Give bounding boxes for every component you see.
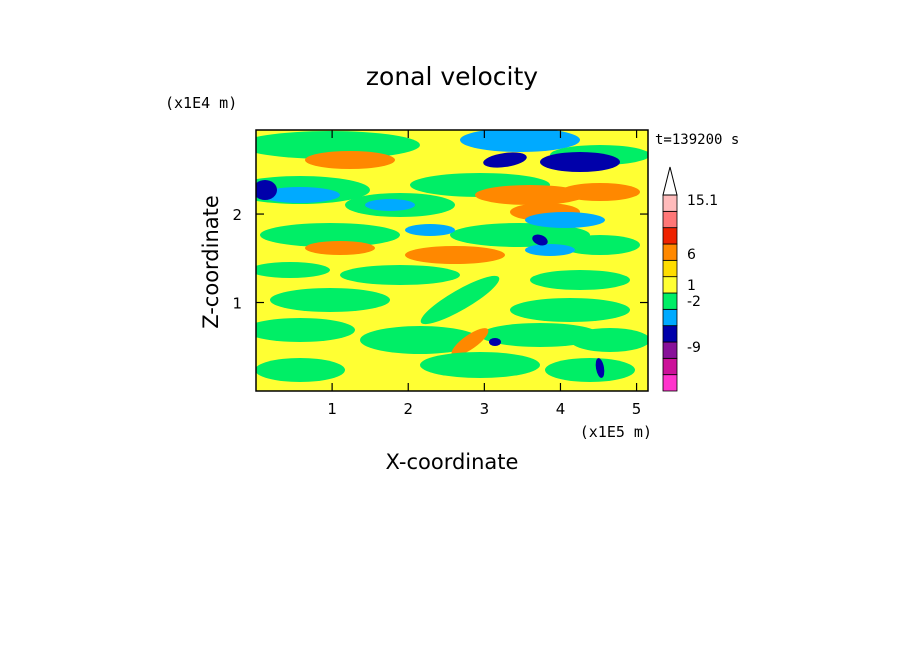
x-axis: 1 2 3 4 5 xyxy=(327,130,641,418)
field-patch-24 xyxy=(340,265,460,285)
field-patch-5 xyxy=(540,152,620,172)
colorbar-level-4 xyxy=(662,325,678,343)
field-patch-32 xyxy=(570,328,648,352)
time-label: t=139200 s xyxy=(655,132,739,148)
y-axis-label: Z-coordinate xyxy=(199,195,223,329)
colorbar-level-9 xyxy=(662,243,678,261)
colorbar-level-2 xyxy=(662,357,678,376)
field-patch-27 xyxy=(420,275,500,325)
field-patch-40 xyxy=(405,224,455,236)
field-patch-35 xyxy=(420,352,540,378)
field-patch-23 xyxy=(256,262,330,278)
field-patch-11 xyxy=(365,199,415,211)
x-tick-label-3: 3 xyxy=(480,400,490,418)
field-patch-30 xyxy=(360,326,480,354)
field-patch-1 xyxy=(256,131,420,159)
field-patch-2 xyxy=(460,130,580,152)
x-tick-label-5: 5 xyxy=(632,400,642,418)
colorbar-level-7 xyxy=(662,276,678,294)
field-patch-12 xyxy=(475,185,585,205)
x-axis-label: X-coordinate xyxy=(386,450,519,474)
chart-title: zonal velocity xyxy=(366,62,538,91)
colorbar-level-8 xyxy=(662,259,678,278)
field-patch-18 xyxy=(560,235,640,255)
colorbar-label-5: -9 xyxy=(687,340,701,356)
field-patch-17 xyxy=(450,223,590,247)
y-tick-label-2: 2 xyxy=(232,206,242,224)
x-unit-label: (x1E5 m) xyxy=(580,423,652,441)
field-patch-31 xyxy=(480,323,600,347)
field-patch-14 xyxy=(256,180,277,200)
colorbar-level-11 xyxy=(662,210,678,229)
field-patch-25 xyxy=(530,270,630,290)
field-patch-4 xyxy=(305,151,395,169)
x-tick-label-2: 2 xyxy=(403,400,413,418)
x-tick-label-4: 4 xyxy=(556,400,566,418)
x-tick-label-1: 1 xyxy=(327,400,337,418)
colorbar-level-1 xyxy=(662,374,678,392)
field-patch-20 xyxy=(405,246,505,264)
colorbar-level-3 xyxy=(662,341,678,359)
field-patch-6 xyxy=(483,152,527,168)
field-patch-33 xyxy=(451,328,489,356)
colorbar-label-1: 15.1 xyxy=(687,193,718,209)
field-patch-36 xyxy=(256,358,345,382)
field-patch-10 xyxy=(260,187,340,203)
field-patch-34 xyxy=(489,338,501,346)
y-unit-label: (x1E4 m) xyxy=(165,94,237,112)
colorbar-label-2: 6 xyxy=(687,247,696,263)
velocity-field xyxy=(256,130,648,391)
field-patch-16 xyxy=(260,223,400,247)
field-patch-13 xyxy=(560,183,640,201)
colorbar-label-3: 1 xyxy=(687,278,696,294)
field-patch-22 xyxy=(532,234,548,246)
colorbar-level-6 xyxy=(662,292,678,310)
y-axis: 12 xyxy=(232,206,648,313)
field-patch-29 xyxy=(256,318,355,342)
field-patch-39 xyxy=(525,212,605,228)
colorbar-level-5 xyxy=(662,308,678,327)
field-patch-21 xyxy=(525,244,575,256)
colorbar: 15.1 6 1-2 -9 xyxy=(662,166,718,392)
y-tick-label-1: 1 xyxy=(232,295,242,313)
field-patch-37 xyxy=(545,358,635,382)
field-patch-19 xyxy=(305,241,375,255)
plot-frame xyxy=(255,129,649,392)
colorbar-level-12 xyxy=(662,194,678,212)
colorbar-level-10 xyxy=(662,227,678,245)
field-patch-38 xyxy=(595,358,605,378)
field-patch-26 xyxy=(270,288,390,312)
colorbar-overflow-arrow xyxy=(662,166,678,196)
field-patch-28 xyxy=(510,298,630,322)
colorbar-label-4: -2 xyxy=(687,294,701,310)
